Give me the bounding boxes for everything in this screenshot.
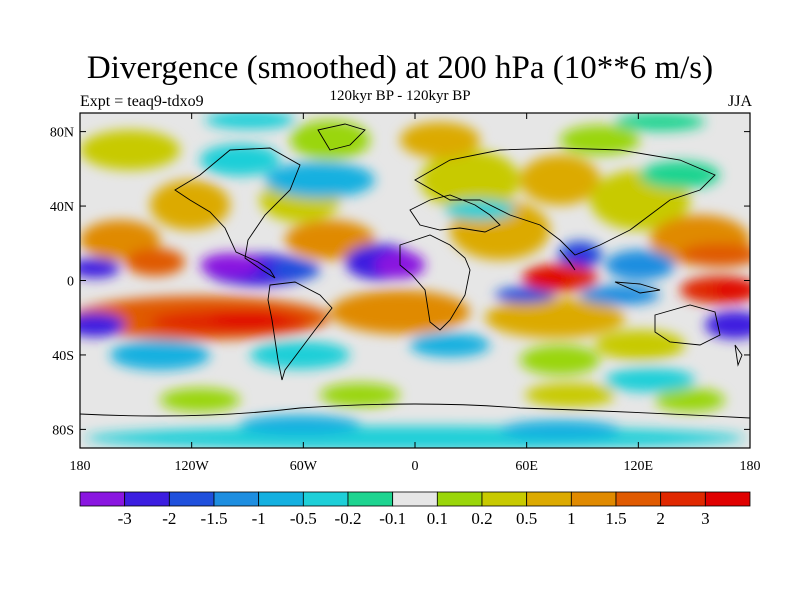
colorbar-level-label: -0.2 xyxy=(335,509,362,528)
colorbar-level-label: 2 xyxy=(656,509,665,528)
colorbar-swatch xyxy=(79,491,126,507)
colorbar-level-label: 1 xyxy=(567,509,576,528)
colorbar-swatch xyxy=(347,491,394,507)
colorbar-swatch xyxy=(615,491,662,507)
season-label: JJA xyxy=(727,93,752,110)
colorbar-swatch xyxy=(570,491,617,507)
colorbar-level-label: 0.5 xyxy=(516,509,537,528)
colorbar-level-label: -3 xyxy=(118,509,132,528)
colorbar-level-label: 0.1 xyxy=(427,509,448,528)
x-tick-label: 180 xyxy=(740,459,761,474)
colorbar-level-label: 1.5 xyxy=(605,509,626,528)
colorbar-swatch xyxy=(258,491,304,507)
colorbar-level-label: 3 xyxy=(701,509,710,528)
y-axis-ticks: 80N 40N 0 40S 80S xyxy=(50,126,750,438)
x-tick-label: 0 xyxy=(412,459,419,474)
colorbar: -3 -2 -1.5 -1 -0.5 -0.2 -0.1 0.1 0.2 0.5 1 1.5 2 3 xyxy=(79,491,751,528)
colorbar-swatch xyxy=(302,491,349,507)
x-tick-label: 60E xyxy=(515,459,538,474)
colorbar-level-label: -1 xyxy=(252,509,266,528)
x-tick-label: 180 xyxy=(70,459,91,474)
colorbar-swatch xyxy=(704,491,751,507)
colorbar-level-label: -0.1 xyxy=(379,509,406,528)
y-tick-label: 40N xyxy=(50,200,74,215)
x-tick-label: 60W xyxy=(290,459,318,474)
y-tick-label: 80N xyxy=(50,126,74,141)
colorbar-swatch xyxy=(660,491,706,507)
colorbar-swatch xyxy=(213,491,260,507)
colorbar-swatch xyxy=(481,491,528,507)
y-tick-label: 80S xyxy=(52,423,74,438)
experiment-label: Expt = teaq9-tdxo9 xyxy=(80,93,204,110)
chart-title: Divergence (smoothed) at 200 hPa (10**6 … xyxy=(86,50,714,86)
colorbar-swatch xyxy=(526,491,572,507)
colorbar-level-label: -0.5 xyxy=(290,509,317,528)
coastlines xyxy=(80,123,750,419)
colorbar-level-label: 0.2 xyxy=(471,509,492,528)
colorbar-swatch xyxy=(392,491,438,507)
x-tick-label: 120W xyxy=(175,459,210,474)
x-axis-ticks: 180 120W 60W 0 60E 120E 180 xyxy=(70,113,761,474)
divergence-field xyxy=(80,113,750,448)
colorbar-swatch xyxy=(436,491,483,507)
colorbar-level-label: -1.5 xyxy=(201,509,228,528)
y-tick-label: 0 xyxy=(67,275,74,290)
chart-subtitle: 120kyr BP - 120kyr BP xyxy=(329,88,471,104)
colorbar-level-label: -2 xyxy=(162,509,176,528)
colorbar-swatch xyxy=(124,491,170,507)
x-tick-label: 120E xyxy=(624,459,654,474)
y-tick-label: 40S xyxy=(52,349,74,364)
colorbar-swatch xyxy=(168,491,215,507)
